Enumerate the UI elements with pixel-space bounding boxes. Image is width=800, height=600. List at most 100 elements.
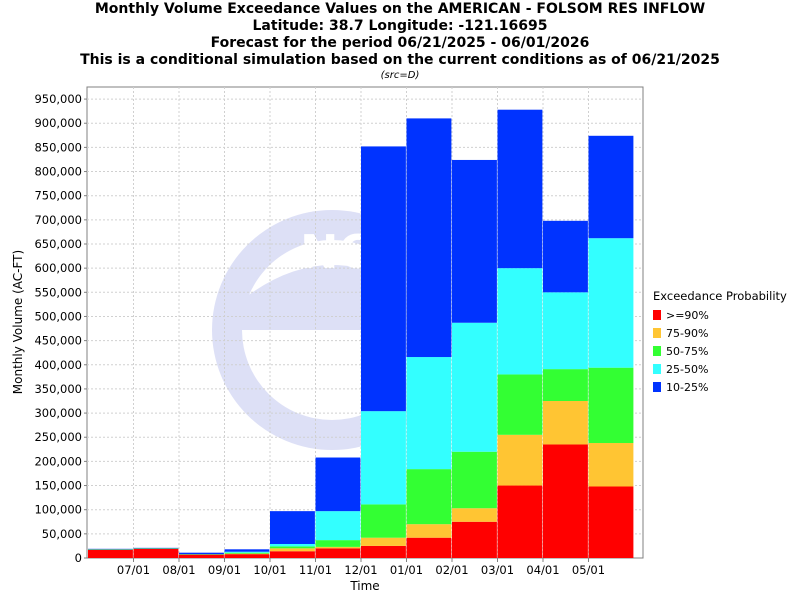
- bar-segment: [406, 524, 452, 538]
- legend-item: 50-75%: [653, 342, 787, 360]
- bar-segment: [224, 551, 270, 553]
- legend-label: 75-90%: [666, 326, 709, 340]
- bar-segment: [133, 548, 179, 549]
- y-tick-label: 700,000: [34, 213, 82, 227]
- chart-subtitle-period: Forecast for the period 06/21/2025 - 06/…: [210, 35, 590, 51]
- legend-label: 10-25%: [666, 380, 709, 394]
- bar-segment: [361, 504, 406, 538]
- bar-segment: [452, 322, 497, 452]
- bar-segment: [88, 549, 133, 550]
- bar-segment: [315, 511, 361, 541]
- bar-segment: [88, 548, 133, 550]
- bar-segment: [270, 548, 315, 552]
- x-tick-label: 12/01: [344, 563, 377, 577]
- bar-stacks: [88, 109, 634, 558]
- bar-segment: [179, 554, 224, 558]
- y-axis-label: Monthly Volume (AC-FT): [11, 250, 25, 394]
- bar-segment: [224, 553, 270, 555]
- bar-segment: [588, 443, 634, 487]
- legend-item: >=90%: [653, 306, 787, 324]
- x-tick-label: 05/01: [572, 563, 605, 577]
- source-label: (src=D): [380, 70, 420, 81]
- bar-segment: [406, 357, 452, 470]
- bar-segment: [497, 109, 543, 269]
- bar-segment: [406, 469, 452, 525]
- chart-titles: Monthly Volume Exceedance Values on the …: [0, 1, 800, 83]
- y-tick-label: 600,000: [34, 261, 82, 275]
- y-tick-label: 250,000: [34, 430, 82, 444]
- bar-segment: [361, 537, 406, 546]
- bar-segment: [315, 540, 361, 547]
- legend-title: Exceedance Probability: [653, 289, 787, 303]
- y-tick-label: 650,000: [34, 237, 82, 251]
- bar-segment: [270, 551, 315, 558]
- y-tick-label: 900,000: [34, 116, 82, 130]
- bar-segment: [497, 268, 543, 375]
- legend-item: 10-25%: [653, 378, 787, 396]
- legend-label: 25-50%: [666, 362, 709, 376]
- bar-segment: [270, 511, 315, 544]
- bar-segment: [179, 554, 224, 555]
- bar-segment: [543, 369, 588, 401]
- legend-item: 25-50%: [653, 360, 787, 378]
- legend-swatch: [653, 310, 661, 320]
- bar-segment: [406, 537, 452, 558]
- bar-segment: [224, 554, 270, 558]
- x-tick-label: 07/01: [117, 563, 150, 577]
- y-tick-label: 850,000: [34, 140, 82, 154]
- chart-title: Monthly Volume Exceedance Values on the …: [94, 1, 706, 17]
- bar-segment: [224, 549, 270, 552]
- bar-segment: [543, 292, 588, 370]
- bar-segment: [270, 543, 315, 547]
- legend-swatch: [653, 364, 661, 374]
- bar-segment: [543, 444, 588, 558]
- x-tick-label: 09/01: [208, 563, 241, 577]
- x-axis: 07/01 08/01 09/01 10/01 11/01 12/01 01/01 02/01…: [117, 558, 605, 577]
- y-tick-label: 350,000: [34, 382, 82, 396]
- legend-label: >=90%: [666, 308, 709, 322]
- x-tick-label: 08/01: [162, 563, 195, 577]
- x-tick-label: 11/01: [299, 563, 332, 577]
- bar-segment: [361, 545, 406, 558]
- y-tick-label: 500,000: [34, 309, 82, 323]
- bar-segment: [588, 135, 634, 239]
- bar-segment: [452, 521, 497, 558]
- bar-segment: [497, 485, 543, 558]
- x-tick-label: 02/01: [435, 563, 468, 577]
- y-tick-label: 100,000: [34, 503, 82, 517]
- y-tick-label: 300,000: [34, 406, 82, 420]
- bar-segment: [361, 411, 406, 505]
- bar-segment: [452, 508, 497, 522]
- y-axis: 0 50,000 100,000 150,000 200,000 250,000 300,0…: [34, 92, 87, 565]
- legend-swatch: [653, 382, 661, 392]
- bar-segment: [588, 486, 634, 558]
- x-tick-label: 03/01: [481, 563, 514, 577]
- bar-segment: [543, 401, 588, 445]
- bar-segment: [406, 118, 452, 358]
- bar-segment: [133, 547, 179, 549]
- y-tick-label: 550,000: [34, 285, 82, 299]
- legend-item: 75-90%: [653, 324, 787, 342]
- x-tick-label: 10/01: [253, 563, 286, 577]
- bar-segment: [361, 146, 406, 412]
- y-tick-label: 0: [75, 551, 82, 565]
- legend-swatch: [653, 328, 661, 338]
- chart-subtitle-conditions: This is a conditional simulation based o…: [80, 52, 720, 68]
- y-tick-label: 800,000: [34, 165, 82, 179]
- y-tick-label: 750,000: [34, 189, 82, 203]
- bar-segment: [315, 546, 361, 549]
- bar-segment: [315, 457, 361, 512]
- bar-segment: [588, 238, 634, 368]
- x-axis-label: Time: [349, 579, 379, 593]
- legend-label: 50-75%: [666, 344, 709, 358]
- bar-segment: [133, 548, 179, 558]
- bar-segment: [452, 159, 497, 323]
- bar-segment: [588, 367, 634, 444]
- y-tick-label: 450,000: [34, 334, 82, 348]
- bar-segment: [179, 552, 224, 555]
- x-tick-label: 04/01: [526, 563, 559, 577]
- legend: Exceedance Probability >=90% 75-90% 50-7…: [653, 289, 787, 396]
- legend-swatch: [653, 346, 661, 356]
- bar-segment: [543, 220, 588, 293]
